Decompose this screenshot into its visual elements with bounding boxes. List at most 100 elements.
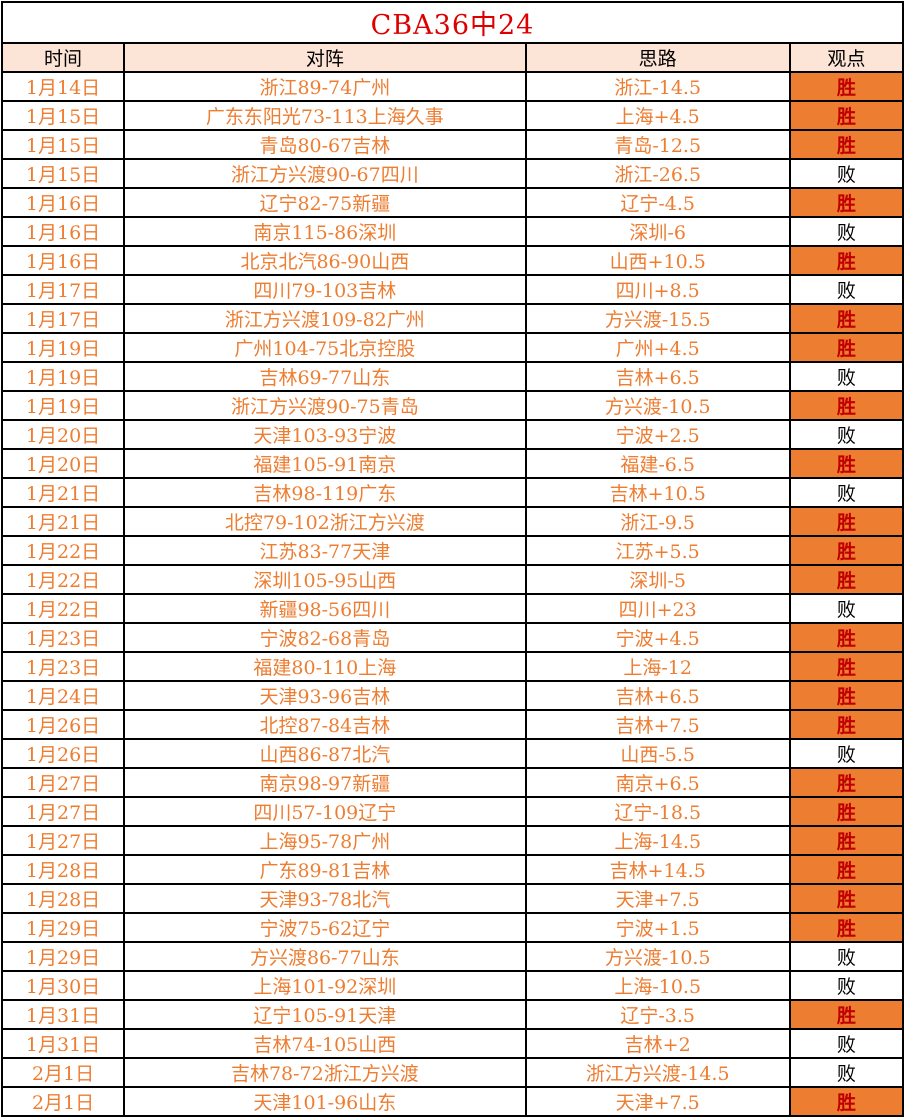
date-cell: 1月19日 bbox=[0, 361, 126, 392]
result-cell-win: 胜 bbox=[788, 854, 905, 885]
table-row: 2月1日 吉林78-72浙江方兴渡 浙江方兴渡-14.5 败 bbox=[0, 1057, 905, 1088]
line-cell: 辽宁-18.5 bbox=[524, 796, 791, 827]
result-cell-win: 胜 bbox=[788, 1086, 905, 1117]
table-row: 1月27日 南京98-97新疆 南京+6.5 胜 bbox=[0, 767, 905, 798]
result-cell-win: 胜 bbox=[788, 448, 905, 479]
line-cell: 上海-12 bbox=[524, 651, 791, 682]
date-cell: 1月22日 bbox=[0, 535, 126, 566]
date-cell: 2月1日 bbox=[0, 1057, 126, 1088]
date-cell: 1月16日 bbox=[0, 216, 126, 247]
table-row: 1月17日 四川79-103吉林 四川+8.5 败 bbox=[0, 274, 905, 305]
date-cell: 1月16日 bbox=[0, 187, 126, 218]
match-cell: 江苏83-77天津 bbox=[123, 535, 527, 566]
match-cell: 南京115-86深圳 bbox=[123, 216, 527, 247]
result-cell-win: 胜 bbox=[788, 709, 905, 740]
match-cell: 北控79-102浙江方兴渡 bbox=[123, 506, 527, 537]
line-cell: 辽宁-4.5 bbox=[524, 187, 791, 218]
line-cell: 方兴渡-10.5 bbox=[524, 941, 791, 972]
result-cell-win: 胜 bbox=[788, 245, 905, 276]
line-cell: 吉林+2 bbox=[524, 1028, 791, 1059]
table-row: 1月31日 辽宁105-91天津 辽宁-3.5 胜 bbox=[0, 999, 905, 1030]
line-cell: 吉林+6.5 bbox=[524, 361, 791, 392]
date-cell: 1月17日 bbox=[0, 303, 126, 334]
line-cell: 宁波+4.5 bbox=[524, 622, 791, 653]
match-cell: 南京98-97新疆 bbox=[123, 767, 527, 798]
table-row: 1月31日 吉林74-105山西 吉林+2 败 bbox=[0, 1028, 905, 1059]
line-cell: 青岛-12.5 bbox=[524, 129, 791, 160]
match-cell: 天津101-96山东 bbox=[123, 1086, 527, 1117]
match-cell: 新疆98-56四川 bbox=[123, 593, 527, 624]
table-row: 1月26日 山西86-87北汽 山西-5.5 败 bbox=[0, 738, 905, 769]
result-cell-lose: 败 bbox=[788, 361, 905, 392]
table-row: 1月19日 浙江方兴渡90-75青岛 方兴渡-10.5 胜 bbox=[0, 390, 905, 421]
line-cell: 天津+7.5 bbox=[524, 883, 791, 914]
result-cell-win: 胜 bbox=[788, 506, 905, 537]
result-cell-lose: 败 bbox=[788, 419, 905, 450]
date-cell: 1月27日 bbox=[0, 825, 126, 856]
result-cell-lose: 败 bbox=[788, 274, 905, 305]
match-cell: 浙江方兴渡109-82广州 bbox=[123, 303, 527, 334]
date-cell: 1月27日 bbox=[0, 767, 126, 798]
line-cell: 浙江-26.5 bbox=[524, 158, 791, 189]
line-cell: 吉林+6.5 bbox=[524, 680, 791, 711]
match-cell: 福建80-110上海 bbox=[123, 651, 527, 682]
date-cell: 1月23日 bbox=[0, 651, 126, 682]
table-row: 1月22日 新疆98-56四川 四川+23 败 bbox=[0, 593, 905, 624]
result-cell-lose: 败 bbox=[788, 593, 905, 624]
date-cell: 1月23日 bbox=[0, 622, 126, 653]
date-cell: 1月22日 bbox=[0, 593, 126, 624]
table-row: 1月15日 青岛80-67吉林 青岛-12.5 胜 bbox=[0, 129, 905, 160]
date-cell: 1月21日 bbox=[0, 477, 126, 508]
table-row: 1月20日 福建105-91南京 福建-6.5 胜 bbox=[0, 448, 905, 479]
line-cell: 四川+23 bbox=[524, 593, 791, 624]
table-row: 1月19日 广州104-75北京控股 广州+4.5 胜 bbox=[0, 332, 905, 363]
result-cell-lose: 败 bbox=[788, 216, 905, 247]
match-cell: 浙江89-74广州 bbox=[123, 71, 527, 102]
date-cell: 1月15日 bbox=[0, 100, 126, 131]
table-row: 1月30日 上海101-92深圳 上海-10.5 败 bbox=[0, 970, 905, 1001]
date-cell: 1月30日 bbox=[0, 970, 126, 1001]
match-cell: 天津103-93宁波 bbox=[123, 419, 527, 450]
result-cell-win: 胜 bbox=[788, 825, 905, 856]
line-cell: 广州+4.5 bbox=[524, 332, 791, 363]
result-cell-win: 胜 bbox=[788, 796, 905, 827]
date-cell: 1月14日 bbox=[0, 71, 126, 102]
result-cell-win: 胜 bbox=[788, 912, 905, 943]
date-cell: 1月27日 bbox=[0, 796, 126, 827]
match-cell: 辽宁105-91天津 bbox=[123, 999, 527, 1030]
result-cell-win: 胜 bbox=[788, 680, 905, 711]
line-cell: 山西-5.5 bbox=[524, 738, 791, 769]
table-row: 1月17日 浙江方兴渡109-82广州 方兴渡-15.5 胜 bbox=[0, 303, 905, 334]
table-row: 1月19日 吉林69-77山东 吉林+6.5 败 bbox=[0, 361, 905, 392]
line-cell: 浙江方兴渡-14.5 bbox=[524, 1057, 791, 1088]
table-row: 1月15日 浙江方兴渡90-67四川 浙江-26.5 败 bbox=[0, 158, 905, 189]
date-cell: 1月15日 bbox=[0, 129, 126, 160]
match-cell: 吉林78-72浙江方兴渡 bbox=[123, 1057, 527, 1088]
line-cell: 深圳-6 bbox=[524, 216, 791, 247]
title-row: CBA36中24 bbox=[1, 1, 904, 44]
result-cell-win: 胜 bbox=[788, 622, 905, 653]
line-cell: 浙江-14.5 bbox=[524, 71, 791, 102]
result-cell-win: 胜 bbox=[788, 767, 905, 798]
result-cell-win: 胜 bbox=[788, 999, 905, 1030]
line-cell: 深圳-5 bbox=[524, 564, 791, 595]
table-row: 1月22日 深圳105-95山西 深圳-5 胜 bbox=[0, 564, 905, 595]
table-row: 1月21日 北控79-102浙江方兴渡 浙江-9.5 胜 bbox=[0, 506, 905, 537]
match-cell: 吉林69-77山东 bbox=[123, 361, 527, 392]
match-cell: 山西86-87北汽 bbox=[123, 738, 527, 769]
table-row: 1月27日 上海95-78广州 上海-14.5 胜 bbox=[0, 825, 905, 856]
table-row: 1月29日 宁波75-62辽宁 宁波+1.5 胜 bbox=[0, 912, 905, 943]
column-header-time: 时间 bbox=[0, 42, 126, 73]
line-cell: 上海-10.5 bbox=[524, 970, 791, 1001]
table-row: 1月24日 天津93-96吉林 吉林+6.5 胜 bbox=[0, 680, 905, 711]
match-cell: 浙江方兴渡90-67四川 bbox=[123, 158, 527, 189]
match-cell: 北京北汽86-90山西 bbox=[123, 245, 527, 276]
date-cell: 1月21日 bbox=[0, 506, 126, 537]
line-cell: 吉林+14.5 bbox=[524, 854, 791, 885]
line-cell: 南京+6.5 bbox=[524, 767, 791, 798]
line-cell: 四川+8.5 bbox=[524, 274, 791, 305]
table-row: 1月23日 宁波82-68青岛 宁波+4.5 胜 bbox=[0, 622, 905, 653]
result-cell-win: 胜 bbox=[788, 390, 905, 421]
result-cell-win: 胜 bbox=[788, 883, 905, 914]
